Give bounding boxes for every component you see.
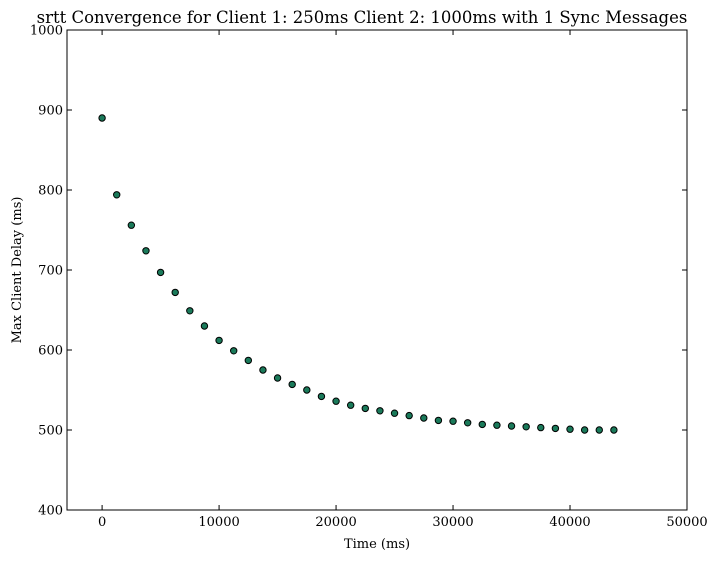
- data-point: [478, 420, 486, 429]
- data-point: [273, 374, 282, 382]
- data-point: [551, 424, 560, 433]
- y-axis-label: Max Client Delay (ms): [10, 197, 25, 344]
- data-point: [127, 221, 136, 229]
- y-tick-label: 400: [38, 504, 63, 519]
- data-point: [98, 114, 106, 122]
- x-tick-label: 30000: [432, 515, 473, 530]
- data-point: [493, 421, 501, 429]
- data-point: [610, 426, 618, 434]
- data-point: [317, 392, 326, 401]
- y-tick-label: 700: [38, 264, 63, 279]
- data-point: [507, 422, 516, 430]
- x-tick-label: 0: [98, 515, 106, 530]
- x-tick-label: 10000: [198, 515, 239, 530]
- data-point: [463, 419, 472, 427]
- y-tick-label: 900: [38, 104, 63, 119]
- data-point: [259, 366, 267, 374]
- data-point: [434, 416, 443, 425]
- data-point: [566, 425, 574, 433]
- x-axis: 0 10000 20000 30000 40000 50000: [98, 30, 708, 530]
- data-point: [346, 401, 355, 409]
- data-point: [537, 423, 545, 432]
- chart-title: srtt Convergence for Client 1: 250ms Cli…: [37, 8, 688, 27]
- data-point: [390, 409, 399, 417]
- data-point: [376, 407, 384, 415]
- data-point: [215, 336, 223, 345]
- x-tick-label: 40000: [549, 515, 590, 530]
- data-point: [405, 411, 413, 420]
- data-point: [449, 417, 457, 425]
- data-point: [244, 356, 253, 365]
- y-tick-label: 1000: [30, 24, 63, 39]
- data-point: [595, 426, 603, 434]
- data-point: [288, 380, 296, 389]
- y-tick-label: 500: [38, 424, 63, 439]
- data-point: [229, 347, 238, 355]
- data-point: [361, 404, 370, 413]
- y-tick-label: 600: [38, 344, 63, 359]
- x-tick-label: 50000: [666, 515, 707, 530]
- data-point: [332, 397, 340, 405]
- data-point: [171, 288, 179, 297]
- data-point: [156, 268, 165, 277]
- x-tick-label: 20000: [315, 515, 356, 530]
- data-point: [142, 247, 150, 255]
- data-points: [98, 114, 618, 434]
- y-tick-label: 800: [38, 184, 63, 199]
- data-point: [113, 191, 121, 199]
- y-axis: 400 500 600 700 800 900 1000: [30, 24, 687, 519]
- x-axis-label: Time (ms): [344, 537, 410, 552]
- data-point: [580, 426, 589, 434]
- data-point: [522, 423, 530, 431]
- data-point: [420, 414, 428, 422]
- data-point: [303, 386, 311, 394]
- data-point: [200, 322, 209, 330]
- data-point: [186, 307, 194, 315]
